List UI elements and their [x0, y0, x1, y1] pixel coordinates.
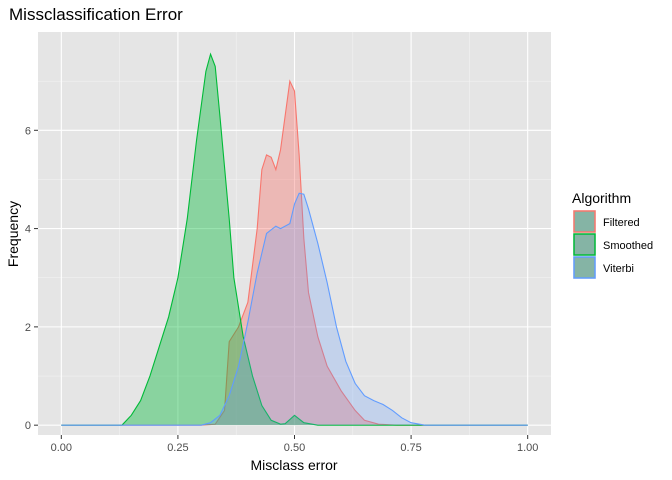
legend-key-bg [573, 233, 596, 256]
density-area-filtered [61, 81, 528, 426]
x-tick-label: 0.25 [167, 442, 188, 454]
y-tick-label: 0 [25, 420, 31, 432]
y-tick-label: 2 [25, 322, 31, 334]
major-gridlines [38, 32, 551, 435]
legend-key-fill [574, 234, 595, 255]
density-line-viterbi [61, 192, 528, 426]
legend-key-fill [574, 257, 595, 278]
y-tick-label: 6 [25, 125, 31, 137]
y-axis: 0 2 4 6 [25, 125, 38, 432]
y-tick-label: 4 [25, 224, 31, 236]
x-axis: 0.00 0.25 0.50 0.75 1.00 [51, 435, 538, 454]
legend-key-fill [574, 257, 595, 278]
x-tick-label: 0.00 [51, 442, 72, 454]
legend-key-fill [574, 234, 595, 255]
density-line-smoothed [61, 52, 528, 426]
legend-key-smoothed [573, 233, 596, 256]
legend-key-bg [573, 256, 596, 279]
legend-key-fill [574, 257, 595, 278]
density-area-smoothed [61, 54, 528, 426]
legend-key-bg [573, 210, 596, 233]
density-series [61, 52, 528, 426]
x-tick-label: 0.75 [400, 442, 421, 454]
x-tick-label: 1.00 [517, 442, 538, 454]
x-tick-label: 0.50 [284, 442, 305, 454]
legend-key-fill [574, 211, 595, 232]
legend: Algorithm Filtered Smoothed Viterbi [572, 190, 653, 279]
chart-title: Missclassification Error [9, 5, 183, 24]
legend-key-fill [574, 211, 595, 232]
legend-key-viterbi [573, 256, 596, 279]
y-axis-title: Frequency [5, 201, 21, 267]
x-axis-title: Misclass error [250, 457, 337, 473]
density-area-viterbi [61, 193, 528, 426]
legend-label-filtered: Filtered [603, 217, 640, 229]
legend-key-filtered [573, 210, 596, 233]
legend-label-smoothed: Smoothed [603, 240, 653, 252]
legend-label-viterbi: Viterbi [603, 263, 634, 275]
density-line-filtered [61, 79, 528, 426]
legend-key-fill [574, 211, 595, 232]
legend-key-fill [574, 234, 595, 255]
legend-title: Algorithm [572, 190, 631, 206]
